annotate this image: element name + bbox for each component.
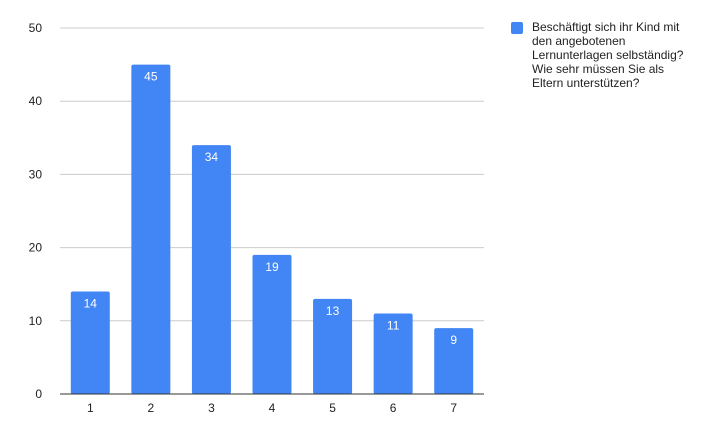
bar-value-label: 9 <box>450 333 457 347</box>
bar-1 <box>70 291 110 394</box>
bar-6 <box>373 313 413 394</box>
legend: Beschäftigt sich ihr Kind mit den angebo… <box>511 20 696 90</box>
x-tick-label: 7 <box>450 401 457 415</box>
bar-5 <box>313 298 353 394</box>
bar-2 <box>131 64 171 394</box>
bar-value-label: 11 <box>387 318 400 332</box>
bar-value-label: 13 <box>326 304 340 318</box>
gridlines <box>60 27 484 322</box>
bar-value-label: 19 <box>265 260 279 274</box>
x-tick-label: 2 <box>148 401 155 415</box>
x-tick-label: 6 <box>390 401 397 415</box>
x-tick-label: 4 <box>269 401 276 415</box>
y-tick-label: 20 <box>29 241 43 255</box>
legend-swatch <box>511 22 523 34</box>
bar-7 <box>434 328 474 394</box>
x-tick-label: 1 <box>87 401 94 415</box>
y-tick-label: 40 <box>29 94 43 108</box>
bar-3 <box>191 145 231 394</box>
bar-value-label: 34 <box>205 150 219 164</box>
legend-label: Beschäftigt sich ihr Kind mit den angebo… <box>532 20 684 90</box>
bar-4 <box>252 254 292 394</box>
x-tick-label: 5 <box>329 401 336 415</box>
y-tick-label: 30 <box>29 167 43 181</box>
bar-value-label: 14 <box>84 297 98 311</box>
y-tick-label: 10 <box>29 314 43 328</box>
bars: 14 45 34 19 13 11 9 <box>70 64 474 394</box>
y-tick-label: 50 <box>29 21 43 35</box>
bar-value-label: 45 <box>144 70 158 84</box>
y-tick-label: 0 <box>35 387 42 401</box>
x-tick-label: 3 <box>208 401 215 415</box>
